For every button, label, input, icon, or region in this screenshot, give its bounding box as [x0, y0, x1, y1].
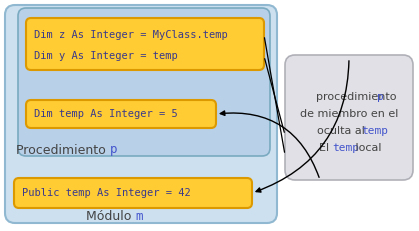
- Text: m: m: [135, 210, 142, 222]
- Text: p: p: [110, 143, 117, 156]
- FancyBboxPatch shape: [285, 55, 413, 180]
- Text: temp: temp: [333, 143, 360, 153]
- FancyBboxPatch shape: [14, 178, 252, 208]
- FancyBboxPatch shape: [26, 100, 216, 128]
- Text: procedimiento: procedimiento: [316, 92, 400, 102]
- FancyArrowPatch shape: [220, 111, 319, 177]
- Text: de miembro en el: de miembro en el: [300, 109, 398, 119]
- Text: Dim temp As Integer = 5: Dim temp As Integer = 5: [34, 109, 178, 119]
- FancyBboxPatch shape: [5, 5, 277, 223]
- Text: Dim y As Integer = temp: Dim y As Integer = temp: [34, 51, 178, 61]
- Text: Módulo: Módulo: [85, 210, 135, 222]
- Text: Dim z As Integer = MyClass.temp: Dim z As Integer = MyClass.temp: [34, 30, 228, 40]
- Text: El: El: [319, 143, 333, 153]
- Text: p: p: [378, 92, 384, 102]
- Text: Public temp As Integer = 42: Public temp As Integer = 42: [22, 188, 191, 198]
- Text: temp: temp: [361, 126, 388, 136]
- FancyBboxPatch shape: [26, 18, 264, 70]
- FancyArrowPatch shape: [265, 59, 284, 132]
- Text: local: local: [352, 143, 382, 153]
- FancyArrowPatch shape: [264, 38, 285, 152]
- Text: oculta al: oculta al: [317, 126, 368, 136]
- Text: Procedimiento: Procedimiento: [16, 143, 110, 156]
- FancyArrowPatch shape: [256, 61, 349, 192]
- FancyBboxPatch shape: [18, 8, 270, 156]
